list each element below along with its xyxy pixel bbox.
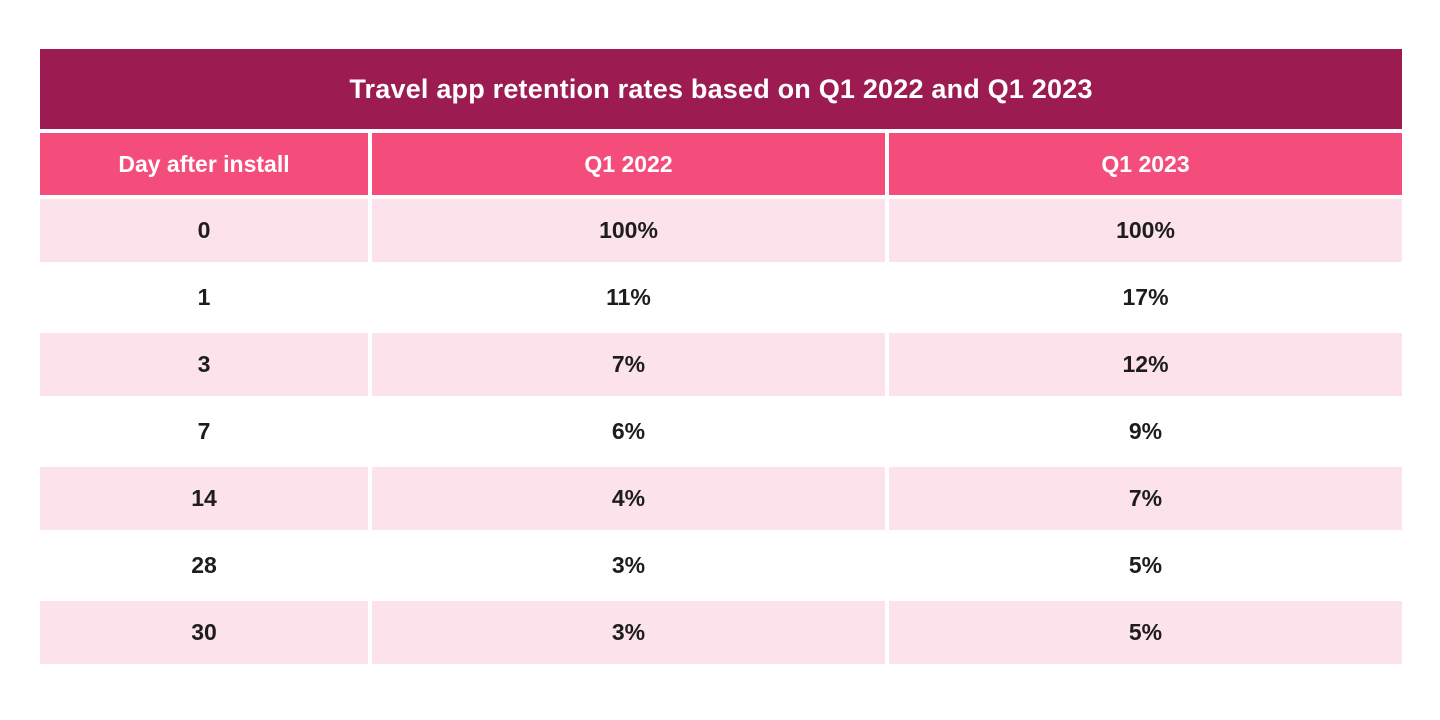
cell-q1-2022: 7% (372, 333, 885, 396)
cell-q1-2022: 4% (372, 467, 885, 530)
table-row-day-14: 14 4% 7% (40, 467, 1403, 530)
cell-q1-2023: 17% (889, 266, 1403, 329)
cell-day: 0 (40, 199, 368, 262)
cell-q1-2023: 9% (889, 400, 1403, 463)
table-row-day-28: 28 3% 5% (40, 534, 1403, 597)
cell-day: 14 (40, 467, 368, 530)
cell-q1-2022: 3% (372, 534, 885, 597)
column-header-row: Day after install Q1 2022 Q1 2023 (40, 133, 1403, 195)
table-row-day-3: 3 7% 12% (40, 333, 1403, 396)
cell-q1-2022: 3% (372, 601, 885, 664)
table-row-day-7: 7 6% 9% (40, 400, 1403, 463)
cell-day: 7 (40, 400, 368, 463)
cell-day: 1 (40, 266, 368, 329)
retention-table: Travel app retention rates based on Q1 2… (36, 45, 1406, 668)
table-row-day-1: 1 11% 17% (40, 266, 1403, 329)
cell-q1-2022: 100% (372, 199, 885, 262)
cell-q1-2022: 6% (372, 400, 885, 463)
table-row-day-0: 0 100% 100% (40, 199, 1403, 262)
cell-day: 30 (40, 601, 368, 664)
cell-day: 3 (40, 333, 368, 396)
cell-day: 28 (40, 534, 368, 597)
column-header-q1-2022: Q1 2022 (372, 133, 885, 195)
cell-q1-2023: 100% (889, 199, 1403, 262)
title-row: Travel app retention rates based on Q1 2… (40, 49, 1403, 129)
table-row-day-30: 30 3% 5% (40, 601, 1403, 664)
column-header-q1-2023: Q1 2023 (889, 133, 1403, 195)
cell-q1-2023: 5% (889, 534, 1403, 597)
cell-q1-2023: 12% (889, 333, 1403, 396)
cell-q1-2023: 7% (889, 467, 1403, 530)
cell-q1-2022: 11% (372, 266, 885, 329)
cell-q1-2023: 5% (889, 601, 1403, 664)
table-title: Travel app retention rates based on Q1 2… (40, 49, 1403, 129)
column-header-day-after-install: Day after install (40, 133, 368, 195)
